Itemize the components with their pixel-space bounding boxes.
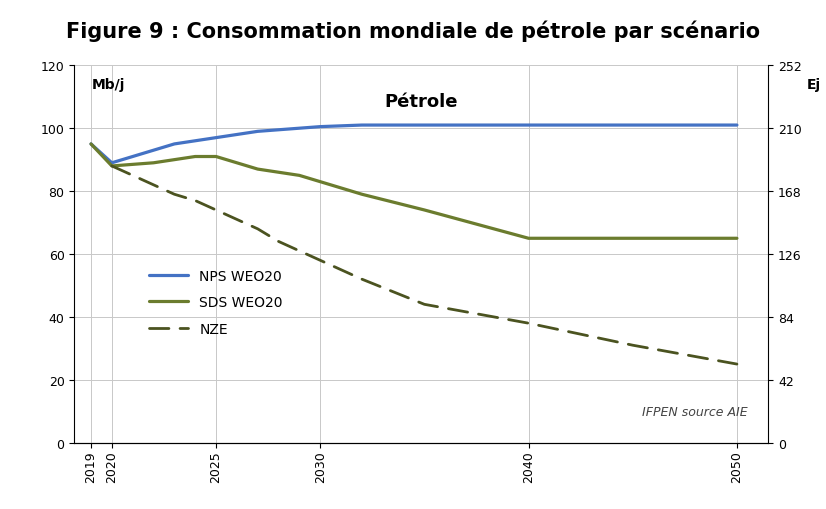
NPS WEO20 <box>232 132 242 138</box>
NPS WEO20 <box>149 148 159 154</box>
Text: Figure 9 : Consommation mondiale de pétrole par scénario: Figure 9 : Consommation mondiale de pétr… <box>66 20 760 42</box>
NZE <box>273 239 283 245</box>
NZE <box>316 258 325 264</box>
NPS WEO20 <box>420 123 430 129</box>
NZE <box>149 182 159 188</box>
NZE <box>169 192 179 198</box>
SDS WEO20 <box>169 157 179 163</box>
NPS WEO20 <box>169 142 179 148</box>
NZE <box>357 276 367 282</box>
SDS WEO20 <box>628 236 638 242</box>
SDS WEO20 <box>294 173 304 179</box>
NZE <box>294 248 304 254</box>
SDS WEO20 <box>149 160 159 166</box>
NZE <box>190 198 200 204</box>
NPS WEO20 <box>211 135 221 142</box>
Text: IFPEN source AIE: IFPEN source AIE <box>642 405 748 418</box>
NZE <box>128 173 138 179</box>
SDS WEO20 <box>732 236 742 242</box>
NPS WEO20 <box>316 124 325 130</box>
NZE <box>524 321 534 327</box>
NZE <box>420 302 430 308</box>
NZE <box>732 361 742 367</box>
NZE <box>107 163 116 169</box>
SDS WEO20 <box>211 154 221 160</box>
SDS WEO20 <box>253 166 263 173</box>
Line: SDS WEO20: SDS WEO20 <box>91 145 737 239</box>
Line: NZE: NZE <box>112 166 737 364</box>
NPS WEO20 <box>524 123 534 129</box>
NZE <box>253 227 263 233</box>
NPS WEO20 <box>628 123 638 129</box>
NPS WEO20 <box>128 154 138 160</box>
NZE <box>211 208 221 214</box>
SDS WEO20 <box>420 208 430 214</box>
NZE <box>232 217 242 223</box>
Text: Pétrole: Pétrole <box>385 93 458 110</box>
NPS WEO20 <box>732 123 742 129</box>
NPS WEO20 <box>190 138 200 145</box>
SDS WEO20 <box>107 163 116 169</box>
Text: Ej: Ej <box>806 77 820 92</box>
SDS WEO20 <box>316 179 325 185</box>
SDS WEO20 <box>86 142 96 148</box>
Legend: NPS WEO20, SDS WEO20, NZE: NPS WEO20, SDS WEO20, NZE <box>144 264 288 342</box>
SDS WEO20 <box>190 154 200 160</box>
SDS WEO20 <box>273 170 283 176</box>
NZE <box>628 343 638 349</box>
SDS WEO20 <box>232 160 242 166</box>
Text: Mb/j: Mb/j <box>92 77 125 92</box>
NPS WEO20 <box>357 123 367 129</box>
SDS WEO20 <box>524 236 534 242</box>
NPS WEO20 <box>253 129 263 135</box>
NPS WEO20 <box>86 142 96 148</box>
NPS WEO20 <box>294 126 304 132</box>
Line: NPS WEO20: NPS WEO20 <box>91 126 737 163</box>
NPS WEO20 <box>107 160 116 166</box>
SDS WEO20 <box>357 192 367 198</box>
NPS WEO20 <box>273 127 283 133</box>
SDS WEO20 <box>128 162 138 168</box>
